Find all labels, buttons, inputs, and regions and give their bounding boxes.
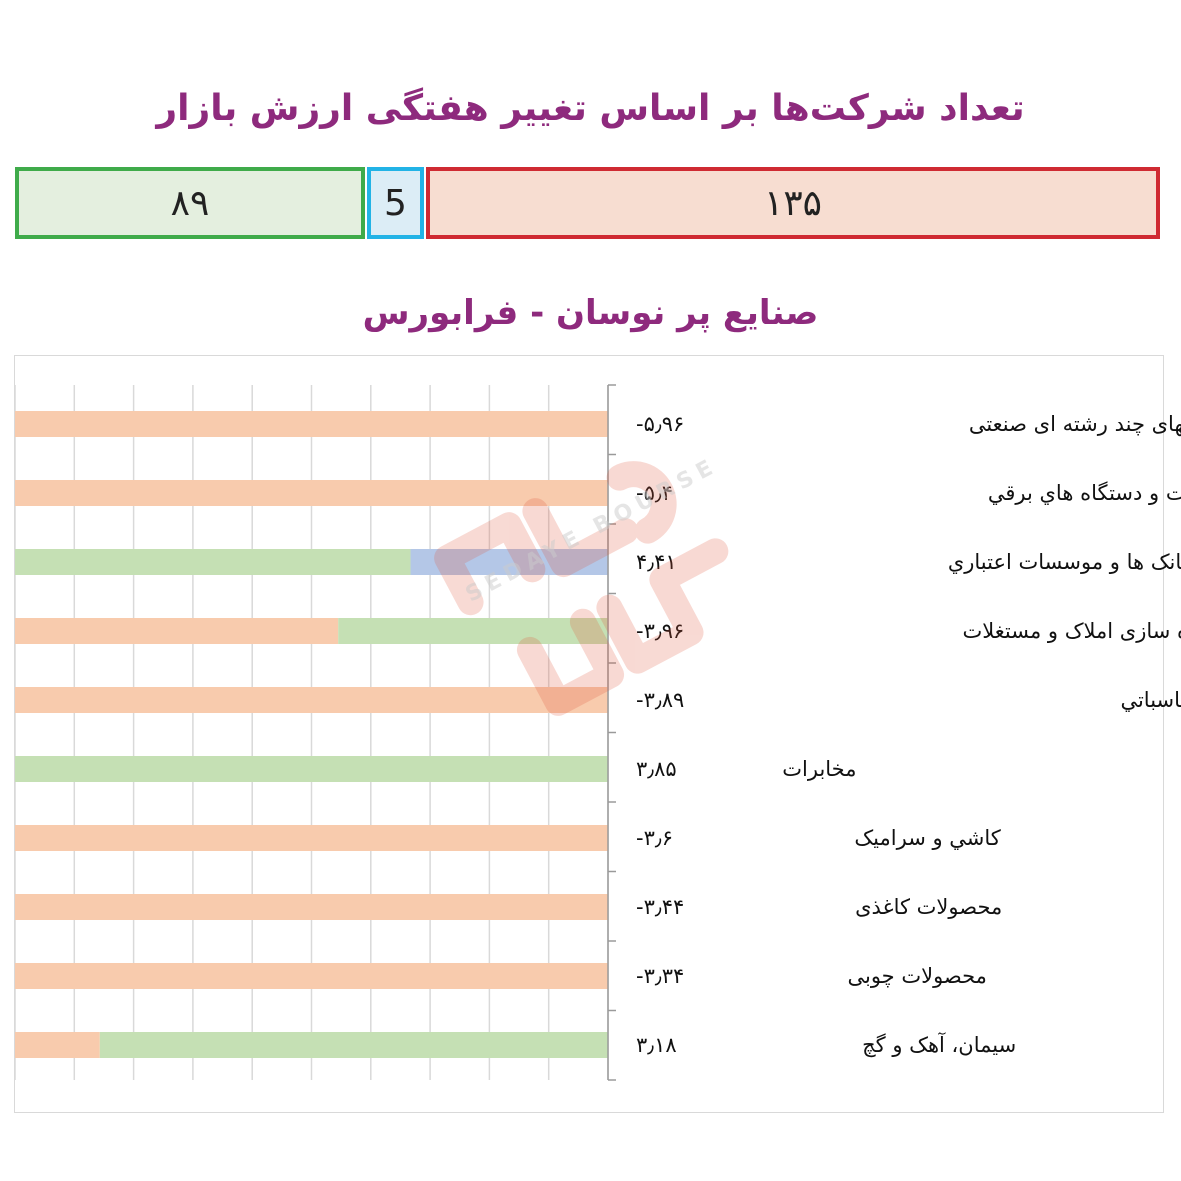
bar-segment [15,411,608,437]
bar-segment [99,1032,608,1058]
bar-segment [338,618,608,644]
value-label: -۵٫۴ [636,481,673,505]
chart-bars [15,411,608,1058]
category-label: سیمان، آهک و گچ [862,1032,1016,1057]
neutral-count: 5 [384,182,407,224]
value-label: -۵٫۹۶ [636,412,684,436]
bar-segment [15,480,608,506]
chart-labels: -۵٫۹۶ شرکتهای چند رشته ای صنعتی -۵٫۴ ماشین … [636,412,1181,1057]
category-label: انبوه سازی املاک و مستغلات [962,619,1181,643]
page-title: تعداد شرکت‌ها بر اساس تغییر هفتگی ارزش ب… [156,88,1025,129]
category-label: بانک ها و موسسات اعتباري [948,550,1181,574]
value-label: -۳٫۴۴ [636,895,684,919]
bar-segment [15,894,608,920]
positive-count: ۸۹ [170,182,210,224]
category-label: ماشین آلات و دستگاه هاي برقي [988,480,1181,505]
value-label: -۳٫۸۹ [636,688,684,712]
value-label: ۳٫۱۸ [636,1033,677,1057]
section-title: صنایع پر نوسان - فرابورس [362,293,819,333]
bar-segment [15,618,339,644]
value-label: -۳٫۳۴ [636,964,684,988]
negative-count: ۱۳۵ [763,182,822,224]
category-label: مخابرات [782,757,856,781]
bar-segment [15,1032,100,1058]
negative-count-box: ۱۳۵ [426,167,1160,239]
neutral-count-box: 5 [367,167,424,239]
category-label: کاشي و سرامیک [854,826,1000,850]
bar-segment [410,549,608,575]
category-label: محصولات کاغذی [855,895,1002,919]
value-label: ۴٫۴۱ [636,550,677,574]
category-label: شرکتهای چند رشته ای صنعتی [969,412,1181,436]
value-label: -۳٫۹۶ [636,619,684,643]
bar-segment [15,963,608,989]
bar-segment [15,549,411,575]
bar-segment [15,825,608,851]
value-label: -۳٫۶ [636,826,673,850]
category-label: محصولات چوبی [847,964,986,988]
bar-segment [15,687,608,713]
bar-segment [15,756,608,782]
value-label: ۳٫۸۵ [636,757,677,781]
category-label: تولید ماشين آلات اداري، حسابداري و محاسب… [1120,687,1181,712]
positive-count-box: ۸۹ [15,167,365,239]
chart-axis [607,384,616,1081]
